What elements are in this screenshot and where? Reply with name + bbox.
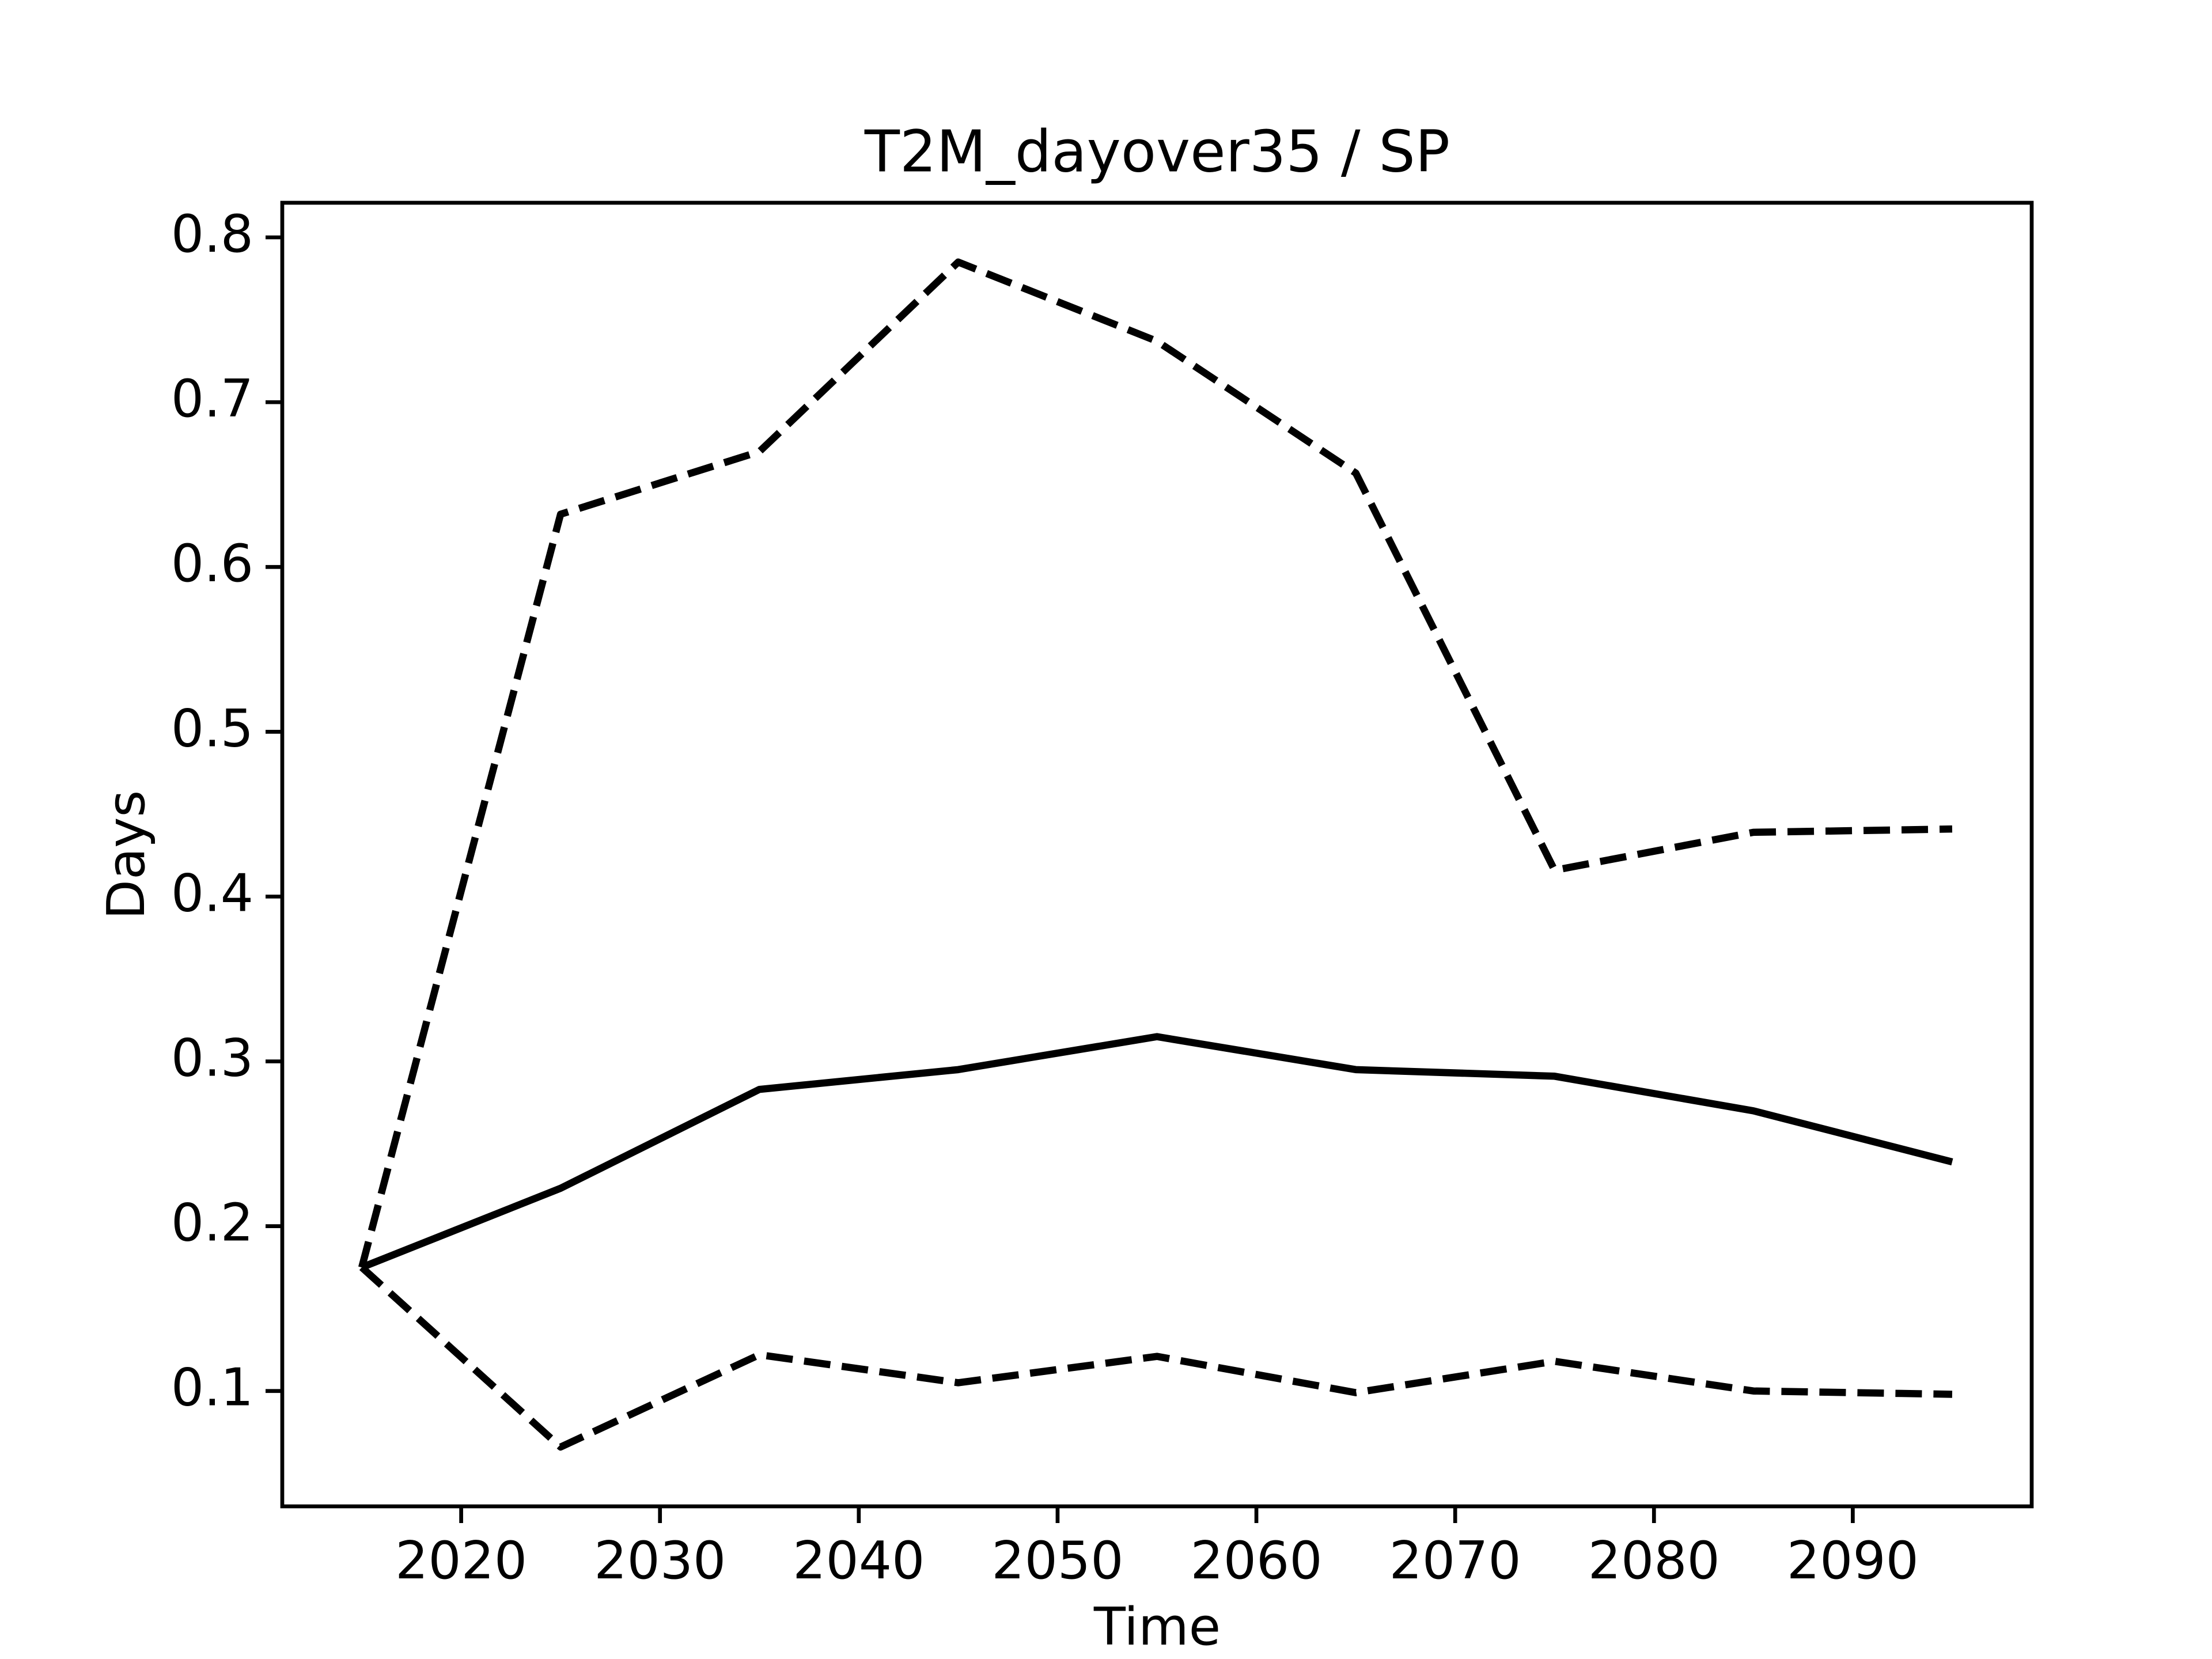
x-tick-label: 2070 (1389, 1531, 1521, 1591)
line-series (359, 1264, 1953, 1451)
x-tick-label: 2040 (793, 1531, 925, 1591)
x-tick-label: 2060 (1191, 1531, 1323, 1591)
x-tick-label: 2030 (594, 1531, 726, 1591)
plot-frame (280, 200, 2034, 1509)
y-tick-label: 0.4 (171, 863, 253, 923)
x-tick-label: 2080 (1588, 1531, 1720, 1591)
y-axis-label: Days (96, 790, 157, 920)
y-tick-label: 0.6 (171, 533, 253, 594)
y-tick-label: 0.2 (171, 1193, 253, 1253)
y-tick-label: 0.8 (171, 204, 253, 264)
x-tick-label: 2020 (395, 1531, 527, 1591)
x-tick-label: 2090 (1787, 1531, 1919, 1591)
x-axis-label: Time (1093, 1597, 1221, 1657)
y-tick-label: 0.1 (171, 1358, 253, 1418)
y-tick-label: 0.7 (171, 369, 253, 429)
y-tick-label: 0.3 (171, 1028, 253, 1088)
chart-title: T2M_dayover35 / SP (864, 118, 1450, 185)
line-series (358, 258, 1953, 1268)
x-tick-label: 2050 (991, 1531, 1123, 1591)
line-series (360, 1033, 1953, 1271)
y-tick-label: 0.5 (171, 698, 253, 759)
